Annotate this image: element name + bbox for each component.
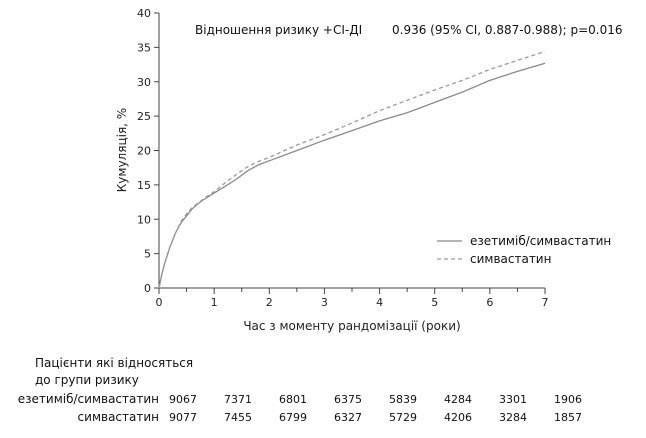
x-tick-label: 3 [321, 296, 328, 309]
risk-table-title-line2: до групи ризику [35, 373, 139, 387]
chart: 0 5 10 15 20 25 30 35 40 0 1 2 3 4 5 6 7 Відношення ризи… [115, 7, 622, 333]
x-tick-label: 2 [266, 296, 273, 309]
risk-value: 1857 [554, 411, 582, 424]
y-tick-label: 35 [137, 41, 151, 54]
legend: езетиміб/симвастатин симвастатин [437, 234, 611, 266]
risk-row-label: езетиміб/симвастатин [17, 392, 159, 406]
risk-value: 6375 [334, 393, 362, 406]
risk-value: 9077 [169, 411, 197, 424]
y-tick-label: 0 [144, 282, 151, 295]
x-axis-title: Час з моменту рандомізації (роки) [243, 319, 460, 333]
risk-value: 9067 [169, 393, 197, 406]
hazard-ratio-value: 0.936 (95% CI, 0.887-0.988); p=0.016 [392, 23, 622, 37]
y-tick-label: 15 [137, 179, 151, 192]
risk-row-label: симвастатин [77, 410, 159, 424]
series-line-simvastatin [158, 50, 546, 289]
risk-value: 3284 [499, 411, 527, 424]
risk-value: 4206 [444, 411, 472, 424]
risk-value: 6801 [279, 393, 307, 406]
x-tick-label: 7 [542, 296, 549, 309]
y-tick-label: 25 [137, 110, 151, 123]
series-line-ezetimibe-simvastatin [158, 62, 546, 289]
y-tick-label: 5 [144, 248, 151, 261]
risk-table-title: Пацієнти які відносяться до групи ризику [35, 355, 193, 389]
x-tick-label: 1 [211, 296, 218, 309]
risk-row-ezetimibe: езетиміб/симвастатин 9067 7371 6801 6375… [0, 392, 646, 408]
risk-value: 4284 [444, 393, 472, 406]
legend-label-simvastatin: симвастатин [470, 252, 551, 266]
y-axis-title: Кумуляція, % [115, 108, 129, 192]
y-tick-label: 10 [137, 213, 151, 226]
y-tick-label: 30 [137, 76, 151, 89]
risk-row-simvastatin: симвастатин 9077 7455 6799 6327 5729 420… [0, 410, 646, 426]
x-tick-label: 0 [156, 296, 163, 309]
y-tick-label: 40 [137, 7, 151, 20]
risk-value: 5839 [389, 393, 417, 406]
risk-value: 6327 [334, 411, 362, 424]
risk-value: 7371 [224, 393, 252, 406]
risk-value: 6799 [279, 411, 307, 424]
legend-label-ezetimibe: езетиміб/симвастатин [470, 234, 611, 248]
risk-value: 3301 [499, 393, 527, 406]
risk-table-title-line1: Пацієнти які відносяться [35, 356, 194, 370]
y-tick-label: 20 [137, 145, 151, 158]
x-tick-label: 4 [376, 296, 383, 309]
x-tick-label: 5 [431, 296, 438, 309]
risk-value: 7455 [224, 411, 252, 424]
risk-value: 5729 [389, 411, 417, 424]
x-tick-label: 6 [486, 296, 493, 309]
risk-value: 1906 [554, 393, 582, 406]
plot-area: 0 5 10 15 20 25 30 35 40 0 1 2 3 4 5 6 7 [137, 7, 549, 309]
hazard-ratio-label: Відношення ризику +CI-ДІ [195, 23, 362, 37]
